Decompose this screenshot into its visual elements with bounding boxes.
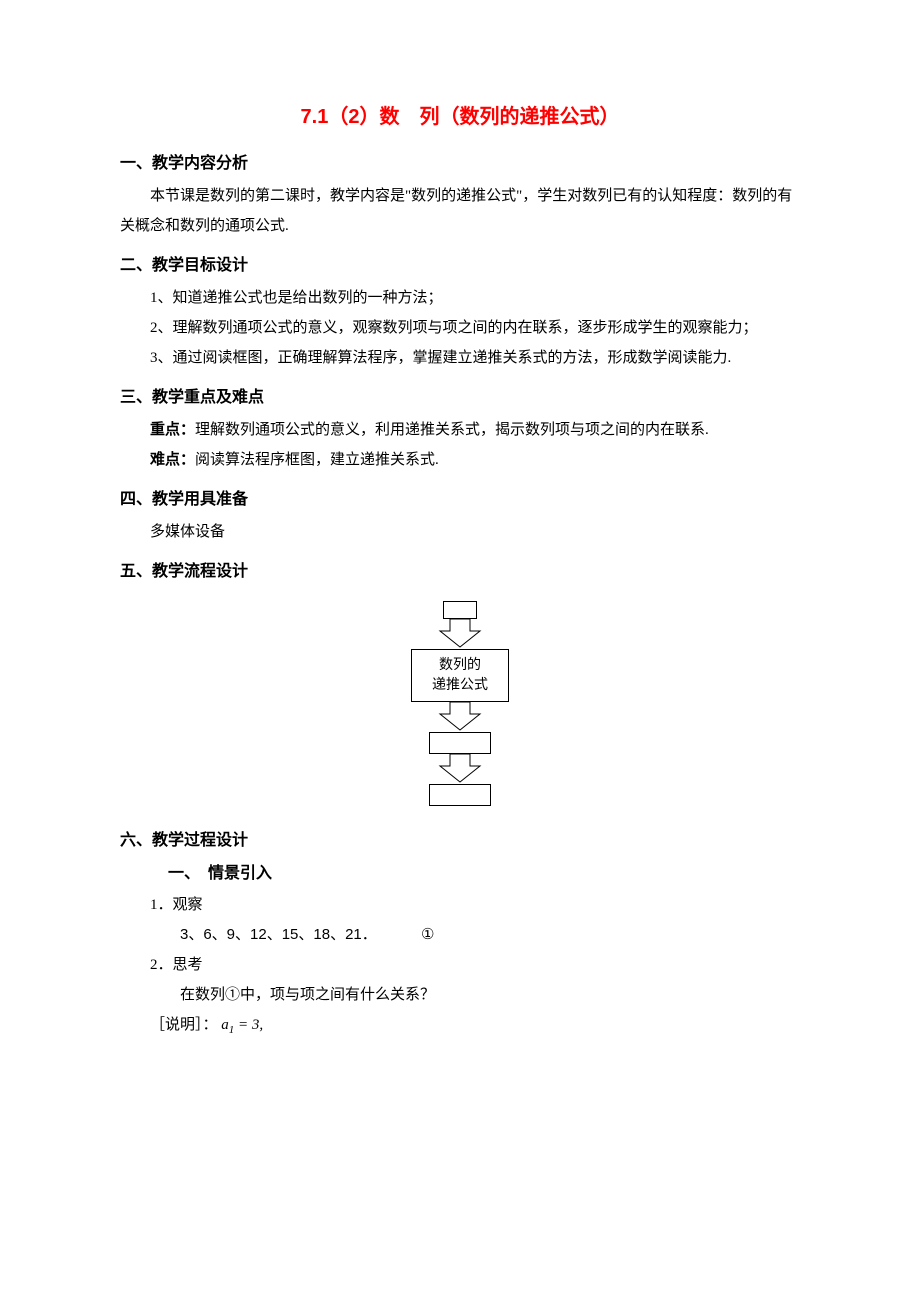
- think-text: 在数列①中，项与项之间有什么关系？: [150, 980, 800, 1010]
- arrow-down-icon: [430, 702, 490, 732]
- document-title: 7.1（2）数 列（数列的递推公式）: [120, 100, 800, 129]
- difficulty-label: 难点：: [150, 451, 195, 468]
- circled-1: ①: [421, 920, 434, 950]
- flowchart: 数列的 递推公式: [120, 601, 800, 806]
- flow-arrow-1: [430, 619, 490, 649]
- section-1-paragraph: 本节课是数列的第二课时，教学内容是"数列的递推公式"，学生对数列已有的认知程度：…: [120, 181, 800, 241]
- item-1-label: 1．观察: [150, 890, 800, 920]
- emphasis-label: 重点：: [150, 421, 195, 438]
- section-2-item-1: 1、知道递推公式也是给出数列的一种方法；: [120, 283, 800, 313]
- flow-arrow-2: [430, 702, 490, 732]
- difficulty-text: 阅读算法程序框图，建立递推关系式.: [195, 452, 439, 468]
- section-6-sub1: 一、 情景引入: [168, 858, 800, 890]
- explain-line: ［说明］： a1 = 3,: [150, 1010, 800, 1041]
- flow-node-1: [443, 601, 477, 619]
- section-3-heading: 三、教学重点及难点: [120, 383, 800, 407]
- section-3-difficulty: 难点：阅读算法程序框图，建立递推关系式.: [120, 445, 800, 475]
- section-2-item-2: 2、理解数列通项公式的意义，观察数列项与项之间的内在联系，逐步形成学生的观察能力…: [120, 313, 800, 343]
- flow-node-2-line2: 递推公式: [432, 678, 488, 693]
- formula-a1: a1 = 3,: [221, 1017, 263, 1033]
- flow-node-2-line1: 数列的: [439, 658, 481, 673]
- section-4-heading: 四、教学用具准备: [120, 485, 800, 509]
- section-6-heading: 六、教学过程设计: [120, 826, 800, 850]
- item-2-label: 2．思考: [150, 950, 800, 980]
- explain-label: ［说明］：: [150, 1017, 218, 1033]
- section-3-emphasis: 重点：理解数列通项公式的意义，利用递推关系式，揭示数列项与项之间的内在联系.: [120, 415, 800, 445]
- flow-arrow-3: [430, 754, 490, 784]
- section-5-heading: 五、教学流程设计: [120, 557, 800, 581]
- sequence-line: 3、6、9、12、15、18、21． ①: [180, 920, 800, 950]
- formula-var: a: [221, 1017, 229, 1033]
- emphasis-text: 理解数列通项公式的意义，利用递推关系式，揭示数列项与项之间的内在联系.: [195, 422, 709, 438]
- formula-rest: = 3,: [234, 1017, 263, 1033]
- flow-node-3: [429, 732, 491, 754]
- flow-node-2: 数列的 递推公式: [411, 649, 509, 702]
- section-2-item-3: 3、通过阅读框图，正确理解算法程序，掌握建立递推关系式的方法，形成数学阅读能力.: [120, 343, 800, 373]
- sequence-values: 3、6、9、12、15、18、21．: [180, 926, 377, 943]
- arrow-down-icon: [430, 619, 490, 649]
- section-4-text: 多媒体设备: [150, 517, 800, 547]
- arrow-down-icon: [430, 754, 490, 784]
- flow-node-4: [429, 784, 491, 806]
- section-1-heading: 一、教学内容分析: [120, 149, 800, 173]
- section-2-heading: 二、教学目标设计: [120, 251, 800, 275]
